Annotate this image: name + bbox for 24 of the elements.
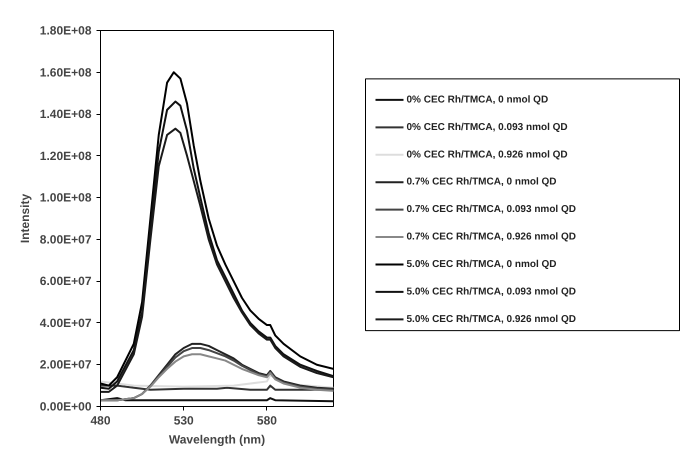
x-tick-label: 480	[90, 414, 111, 428]
legend-label: 0.7% CEC Rh/TMCA, 0.093 nmol QD	[406, 204, 576, 216]
y-tick-label: 1.60E+08	[40, 65, 92, 80]
legend-label: 0% CEC Rh/TMCA, 0.093 nmol QD	[406, 122, 568, 133]
legend-label: 0% CEC Rh/TMCA, 0 nmol QD	[406, 94, 548, 106]
x-tick-label: 580	[256, 414, 278, 428]
legend-label: 0% CEC Rh/TMCA, 0.926 nmol QD	[406, 149, 568, 160]
y-tick-label: 1.40E+08	[40, 107, 92, 122]
y-tick-label: 2.00E+07	[40, 358, 92, 372]
y-tick-label: 6.00E+07	[40, 274, 92, 288]
legend-label: 5.0% CEC Rh/TMCA, 0 nmol QD	[406, 258, 557, 270]
legend-label: 5.0% CEC Rh/TMCA, 0.926 nmol QD	[406, 314, 576, 325]
legend-label: 0.7% CEC Rh/TMCA, 0 nmol QD	[406, 176, 557, 188]
legend-label: 5.0% CEC Rh/TMCA, 0.093 nmol QD	[406, 286, 576, 298]
y-tick-label: 1.20E+08	[40, 148, 92, 163]
y-tick-label: 8.00E+07	[40, 232, 92, 246]
legend-label: 0.7% CEC Rh/TMCA, 0.926 nmol QD	[406, 232, 576, 243]
x-axis-title: Wavelength (nm)	[168, 432, 266, 446]
y-tick-label: 1.80E+08	[40, 24, 92, 38]
y-tick-label: 4.00E+07	[40, 316, 92, 330]
y-axis-title: Intensity	[18, 194, 32, 244]
y-tick-label: 1.00E+08	[40, 190, 92, 205]
x-tick-label: 530	[174, 414, 194, 428]
y-tick-label: 0.00E+00	[40, 400, 92, 414]
